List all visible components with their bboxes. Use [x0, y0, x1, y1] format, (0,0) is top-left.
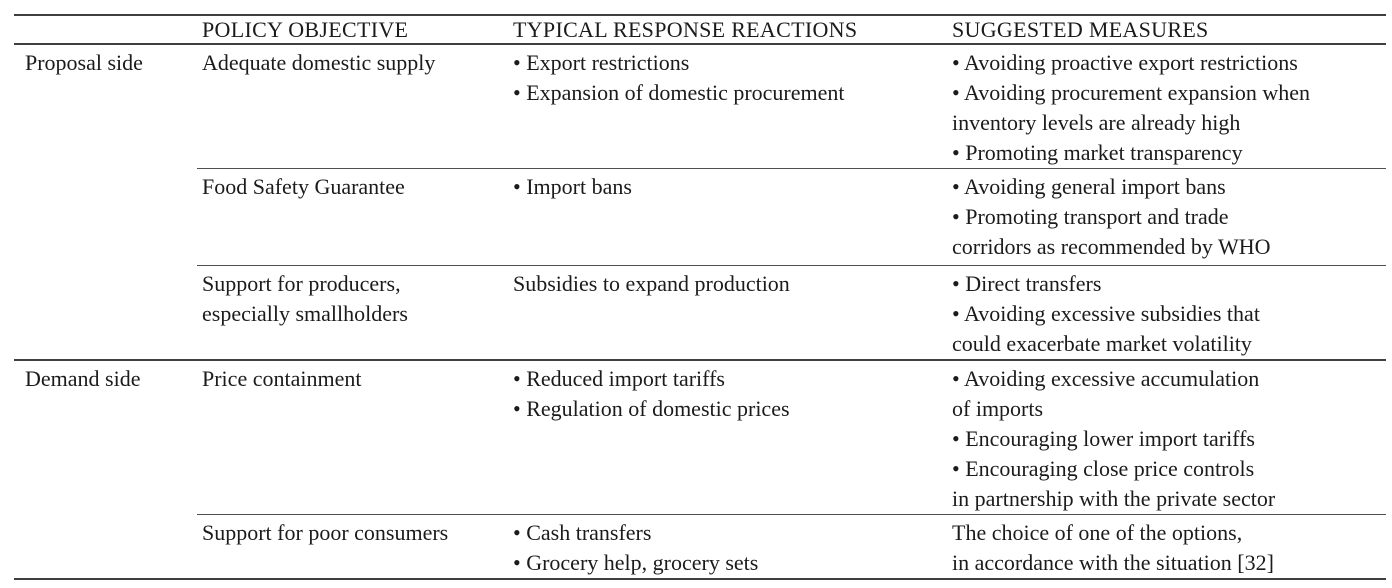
row-group-side-label: Demand side [14, 359, 197, 579]
text-line: Support for poor consumers [202, 520, 449, 545]
measures-cell: The choice of one of the options, in acco… [947, 514, 1386, 579]
text-line: of imports [952, 396, 1044, 421]
text-line: • Cash transfers [513, 520, 652, 545]
reactions-cell: • Import bans [508, 168, 947, 266]
objective-cell: Food Safety Guarantee [197, 168, 508, 266]
text-line: • Direct transfers [952, 271, 1102, 296]
text-line: Support for producers, [202, 271, 401, 296]
header-policy-objective: POLICY OBJECTIVE [202, 16, 409, 42]
reactions-cell: Subsidies to expand production [508, 265, 947, 360]
text-line: Price containment [202, 366, 362, 391]
header-suggested-measures: SUGGESTED MEASURES [952, 16, 1209, 42]
text-line: • Encouraging close price controls [952, 456, 1255, 481]
objective-cell: Adequate domestic supply [197, 44, 508, 169]
text-line: • Import bans [513, 174, 632, 199]
text-line: • Grocery help, grocery sets [513, 550, 759, 575]
text-line: corridors as recommended by WHO [952, 234, 1271, 259]
row-group-side-label: Proposal side [25, 50, 143, 75]
table-row: Food Safety Guarantee • Import bans • Avoi… [14, 168, 1386, 266]
measures-cell: • Avoiding proactive export restrictions… [947, 44, 1386, 169]
text-line: • Encouraging lower import tariffs [952, 426, 1255, 451]
text-line: The choice of one of the options, [952, 520, 1243, 545]
text-line: • Regulation of domestic prices [513, 396, 790, 421]
table-body: Proposal side Adequate domestic supply • E… [14, 44, 1386, 579]
reactions-cell: • Cash transfers • Grocery help, grocery … [508, 514, 947, 579]
text-line: in accordance with the situation [32] [952, 550, 1274, 575]
text-line: • Expansion of domestic procurement [513, 80, 845, 105]
text-line: • Avoiding excessive subsidies that [952, 301, 1260, 326]
text-line: • Export restrictions [513, 50, 690, 75]
text-line: Adequate domestic supply [202, 50, 436, 75]
objective-cell: Price containment [197, 359, 508, 515]
text-line: • Avoiding general import bans [952, 174, 1226, 199]
text-line: • Avoiding proactive export restrictions [952, 50, 1298, 75]
text-line: inventory levels are already high [952, 110, 1241, 135]
text-line: • Reduced import tariffs [513, 366, 725, 391]
text-line: Food Safety Guarantee [202, 174, 405, 199]
text-line: especially smallholders [202, 301, 408, 326]
measures-cell: • Direct transfers • Avoiding excessive s… [947, 265, 1386, 360]
policy-measures-table: POLICY OBJECTIVE TYPICAL RESPONSE REACTI… [14, 14, 1386, 580]
measures-cell: • Avoiding general import bans • Promotin… [947, 168, 1386, 266]
text-line: could exacerbate market volatility [952, 331, 1252, 356]
text-line: in partnership with the private sector [952, 486, 1276, 511]
reactions-cell: • Reduced import tariffs • Regulation of … [508, 359, 947, 515]
table-row: Support for producers, especially smallho… [14, 265, 1386, 360]
text-line: • Avoiding excessive accumulation [952, 366, 1260, 391]
objective-cell: Support for producers, especially smallho… [197, 265, 508, 360]
text-line: • Promoting market transparency [952, 140, 1243, 165]
header-side-blank [14, 15, 197, 44]
header-typical-response-reactions: TYPICAL RESPONSE REACTIONS [513, 16, 858, 42]
table-row: Proposal side Adequate domestic supply • E… [14, 44, 1386, 169]
text-line: Subsidies to expand production [513, 271, 790, 296]
table-header: POLICY OBJECTIVE TYPICAL RESPONSE REACTI… [14, 15, 1386, 44]
text-line: • Avoiding procurement expansion when [952, 80, 1310, 105]
header-row: POLICY OBJECTIVE TYPICAL RESPONSE REACTI… [14, 15, 1386, 44]
objective-cell: Support for poor consumers [197, 514, 508, 579]
table-row: Support for poor consumers • Cash transfe… [14, 514, 1386, 579]
text-line: • Promoting transport and trade [952, 204, 1229, 229]
table-row: Demand side Price containment • Reduced im… [14, 359, 1386, 579]
measures-cell: • Avoiding excessive accumulation of impo… [947, 359, 1386, 515]
reactions-cell: • Export restrictions • Expansion of dome… [508, 44, 947, 169]
